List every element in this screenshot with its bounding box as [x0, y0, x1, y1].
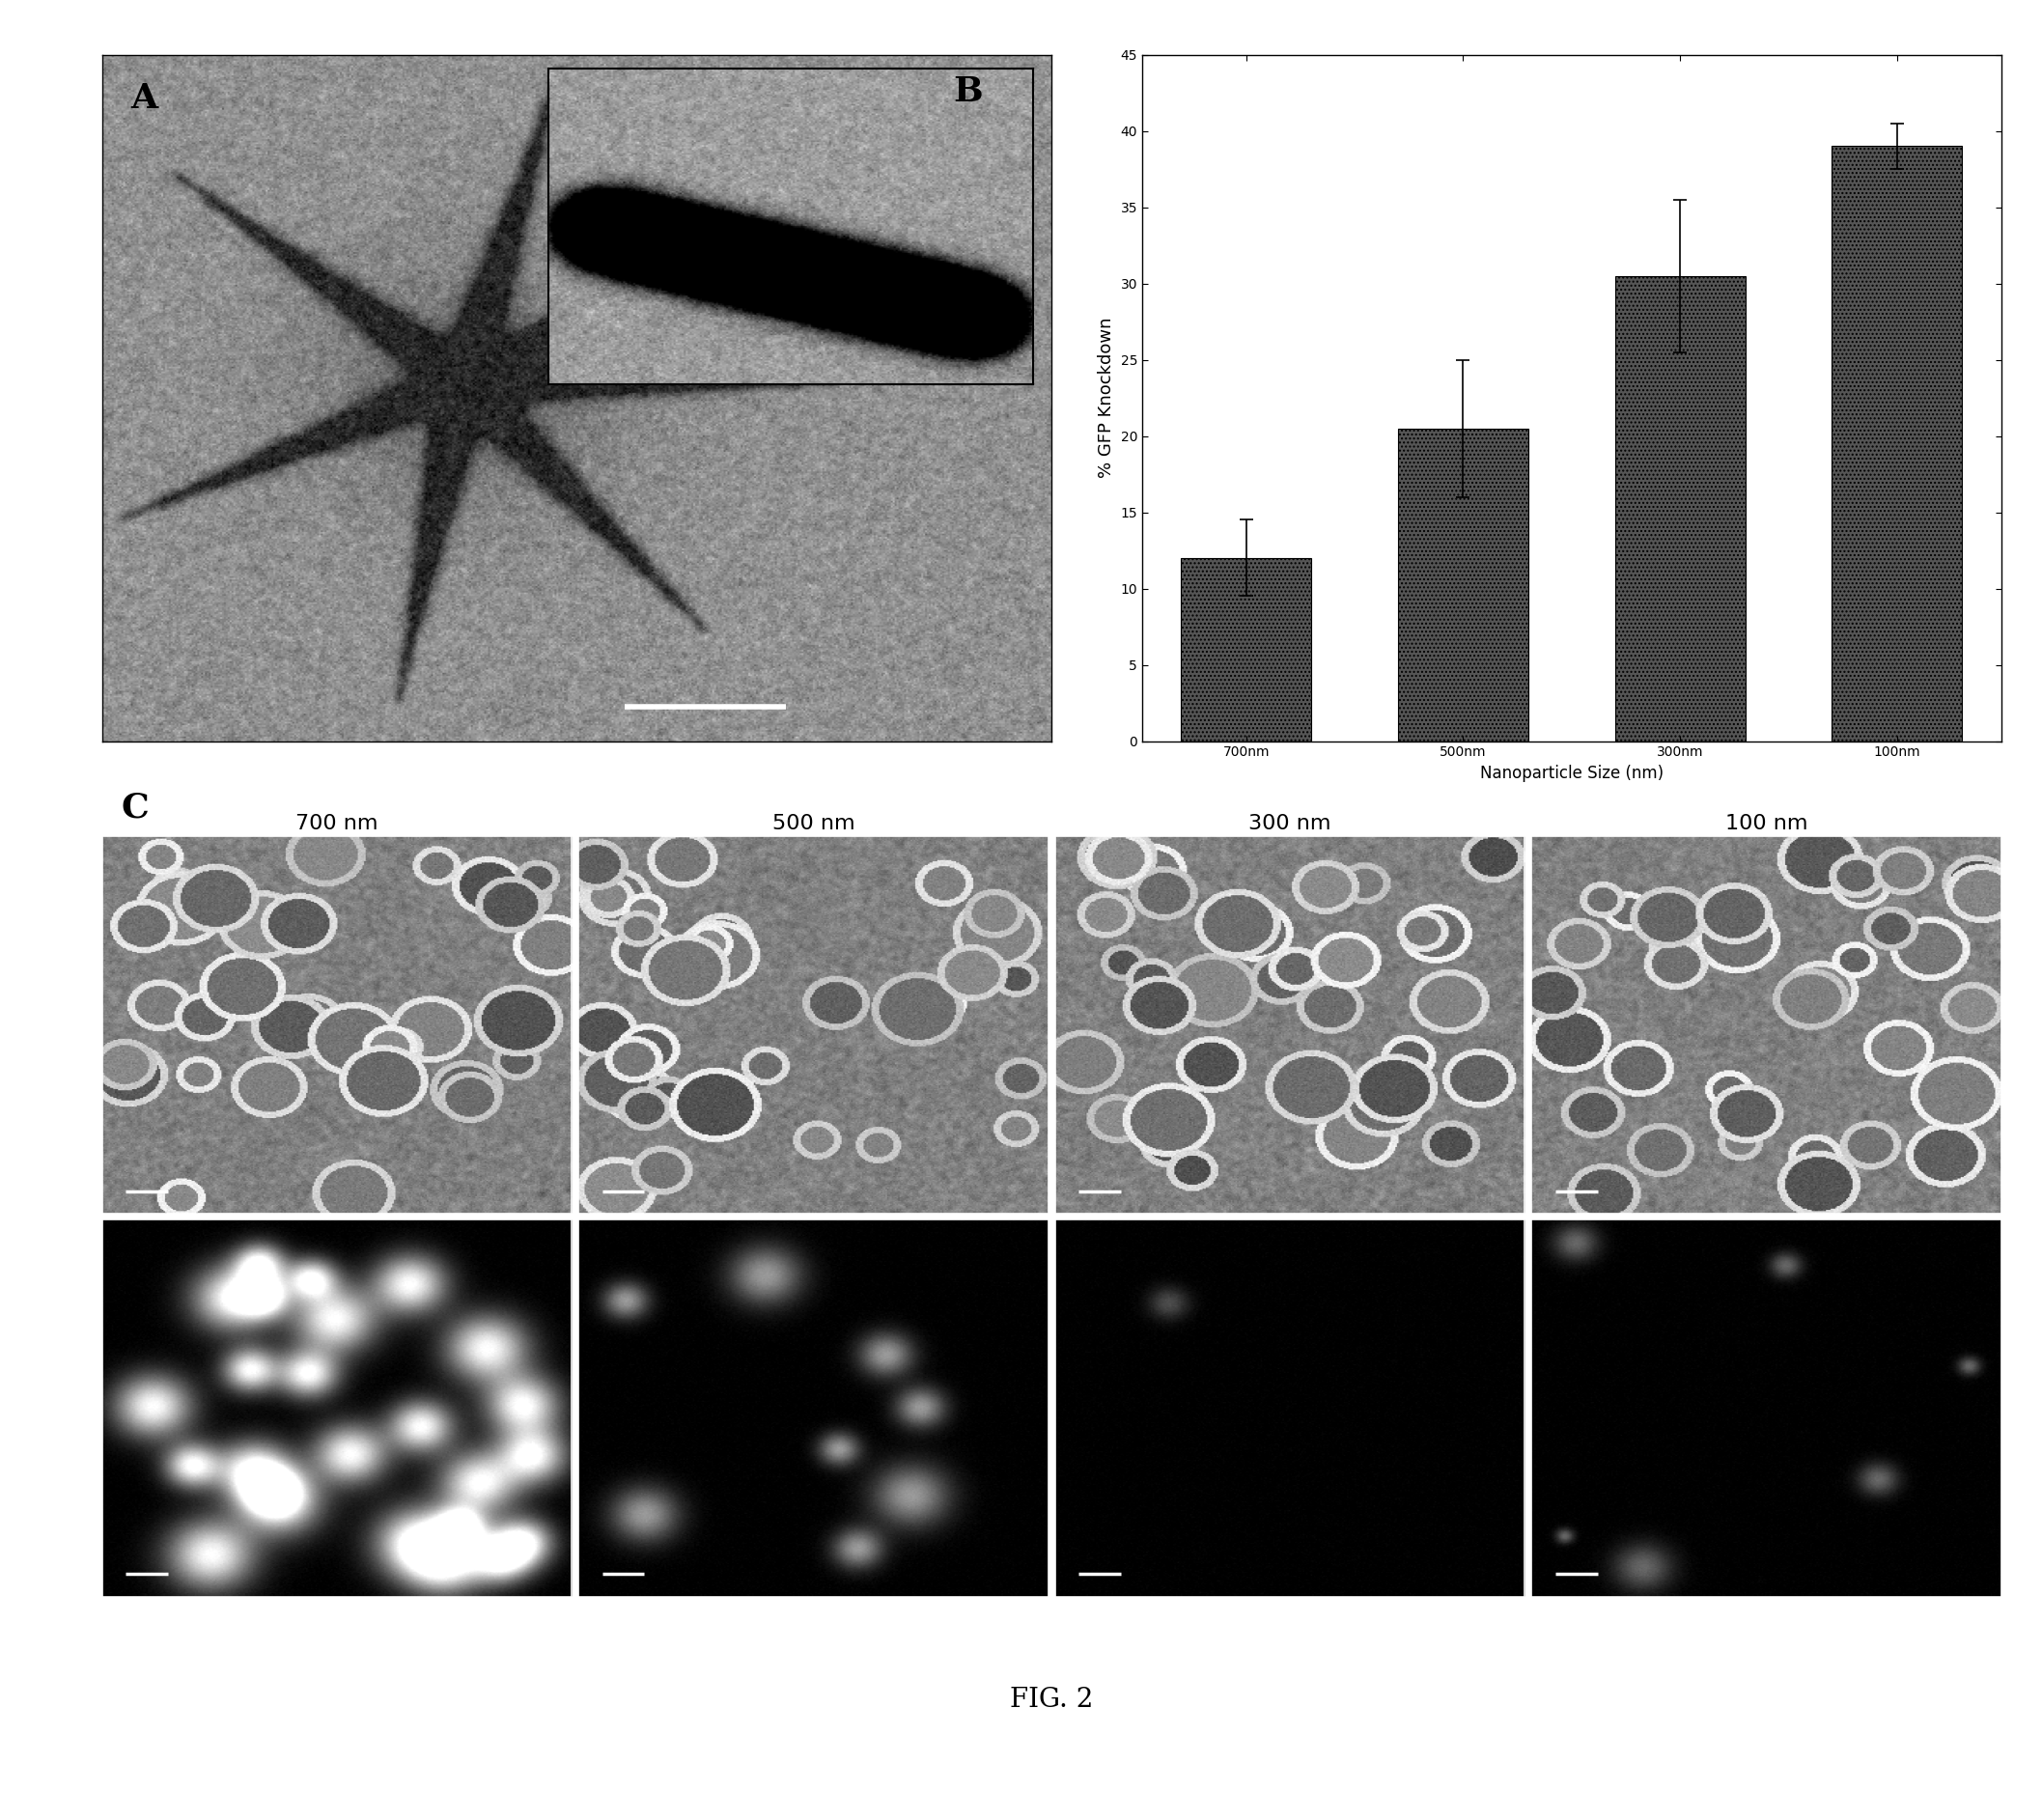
- Bar: [1832, 146, 1962, 741]
- Bar: [1180, 559, 1311, 741]
- Bar: [1399, 428, 1527, 741]
- Text: A: A: [131, 82, 157, 115]
- Text: C: C: [120, 792, 149, 824]
- Text: FIG. 2: FIG. 2: [1011, 1687, 1092, 1713]
- Title: 100 nm: 100 nm: [1725, 814, 1807, 834]
- X-axis label: Nanoparticle Size (nm): Nanoparticle Size (nm): [1480, 764, 1664, 783]
- Bar: [1615, 277, 1746, 741]
- Y-axis label: % GFP Knockdown: % GFP Knockdown: [1099, 317, 1115, 479]
- Title: 500 nm: 500 nm: [772, 814, 856, 834]
- Title: 700 nm: 700 nm: [296, 814, 378, 834]
- Text: B: B: [954, 75, 982, 107]
- Title: 300 nm: 300 nm: [1248, 814, 1331, 834]
